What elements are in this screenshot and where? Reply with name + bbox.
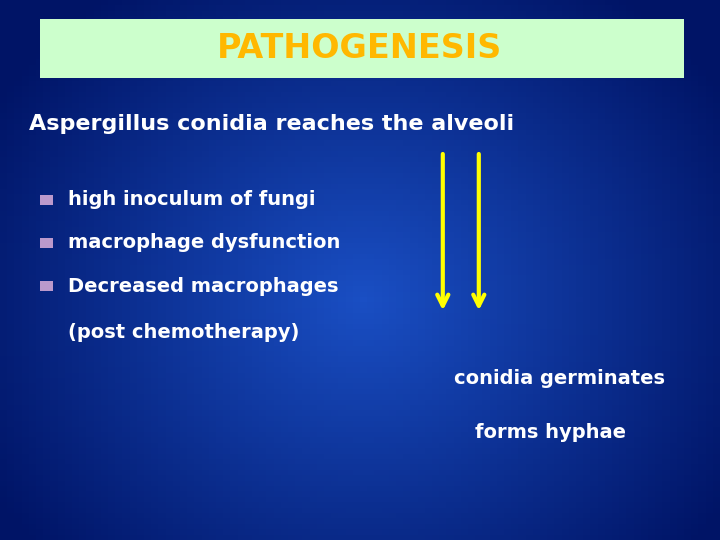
- Text: Decreased macrophages: Decreased macrophages: [68, 276, 339, 296]
- Text: macrophage dysfunction: macrophage dysfunction: [68, 233, 341, 253]
- Text: high inoculum of fungi: high inoculum of fungi: [68, 190, 316, 210]
- Text: forms hyphae: forms hyphae: [475, 422, 626, 442]
- Bar: [40, 19, 684, 78]
- Bar: [40, 195, 53, 205]
- Text: (post chemotherapy): (post chemotherapy): [68, 322, 300, 342]
- Text: conidia germinates: conidia germinates: [454, 368, 665, 388]
- Text: PATHOGENESIS: PATHOGENESIS: [217, 32, 503, 65]
- Bar: [40, 281, 53, 291]
- Bar: [40, 238, 53, 248]
- Text: Aspergillus conidia reaches the alveoli: Aspergillus conidia reaches the alveoli: [29, 114, 514, 134]
